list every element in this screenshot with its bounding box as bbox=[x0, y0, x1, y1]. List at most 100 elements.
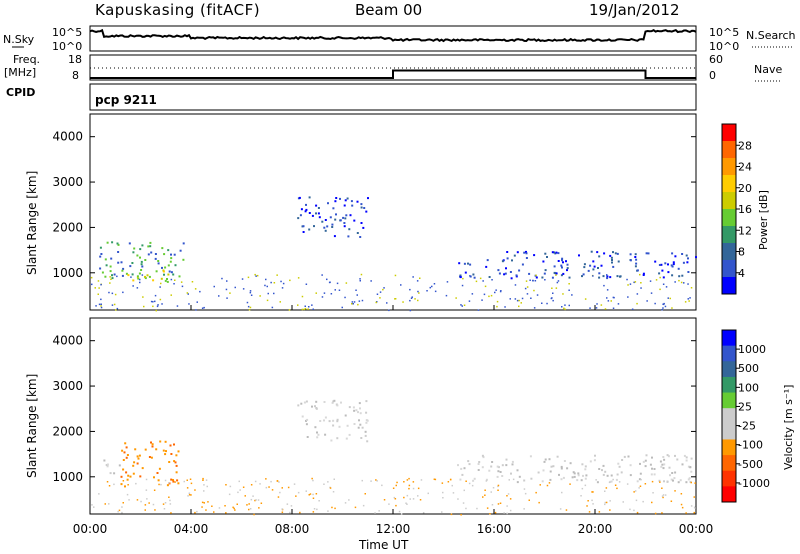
echo-point bbox=[661, 487, 663, 489]
echo-point bbox=[441, 511, 443, 513]
echo-point bbox=[433, 283, 436, 285]
echo-point bbox=[301, 295, 304, 298]
echo-point bbox=[627, 284, 629, 286]
echo-point bbox=[156, 305, 159, 308]
echo-point bbox=[106, 463, 109, 466]
echo-point bbox=[326, 225, 329, 228]
colorbar-tick-label: 16 bbox=[738, 203, 752, 216]
echo-point bbox=[523, 488, 526, 490]
echo-point bbox=[526, 293, 529, 295]
echo-point bbox=[111, 241, 114, 244]
echo-point bbox=[618, 481, 621, 483]
echo-point bbox=[568, 289, 570, 291]
echo-point bbox=[685, 481, 688, 484]
echo-point bbox=[279, 301, 281, 303]
echo-point bbox=[344, 414, 347, 417]
echo-point bbox=[646, 300, 648, 302]
echo-point bbox=[681, 274, 684, 277]
echo-point bbox=[477, 469, 480, 471]
echo-point bbox=[638, 487, 640, 489]
echo-point bbox=[659, 276, 661, 279]
echo-point bbox=[206, 485, 208, 488]
echo-point bbox=[671, 307, 673, 309]
echo-point bbox=[136, 287, 139, 289]
echo-point bbox=[109, 282, 111, 284]
echo-point bbox=[152, 305, 154, 308]
echo-point bbox=[155, 309, 157, 312]
colorbar-tick-label: 12 bbox=[738, 224, 752, 237]
echo-point bbox=[174, 279, 176, 281]
colorbar-tick-label: 1000 bbox=[738, 343, 766, 356]
echo-point bbox=[334, 218, 337, 221]
echo-point bbox=[361, 299, 364, 302]
echo-point bbox=[639, 472, 642, 475]
echo-point bbox=[140, 260, 143, 263]
colorbar-swatch bbox=[722, 345, 736, 362]
echo-point bbox=[612, 307, 615, 309]
echo-point bbox=[199, 290, 201, 293]
echo-point bbox=[376, 480, 378, 482]
echo-point bbox=[606, 275, 609, 278]
echo-point bbox=[688, 300, 690, 302]
echo-point bbox=[674, 255, 677, 258]
echo-point bbox=[662, 307, 664, 309]
echo-point bbox=[140, 500, 142, 503]
echo-point bbox=[462, 277, 464, 280]
echo-point bbox=[339, 219, 342, 222]
echo-point bbox=[583, 266, 586, 269]
echo-point bbox=[671, 274, 674, 277]
echo-point bbox=[170, 278, 173, 281]
echo-point bbox=[113, 303, 116, 306]
echo-point bbox=[479, 277, 482, 280]
echo-point bbox=[203, 484, 205, 486]
echo-point bbox=[608, 481, 611, 484]
echo-point bbox=[124, 442, 127, 445]
colorbar-swatch bbox=[722, 423, 736, 440]
echo-point bbox=[509, 271, 512, 273]
echo-point bbox=[131, 273, 134, 276]
echo-point bbox=[117, 510, 119, 513]
echo-point bbox=[344, 217, 347, 220]
echo-point bbox=[548, 458, 551, 461]
echo-point bbox=[150, 300, 153, 303]
echo-point bbox=[623, 455, 626, 458]
echo-point bbox=[379, 291, 382, 293]
echo-point bbox=[516, 481, 519, 484]
echo-point bbox=[530, 477, 533, 480]
echo-point bbox=[367, 197, 369, 200]
echo-point bbox=[343, 204, 346, 207]
echo-point bbox=[481, 466, 484, 469]
colorbar-swatch bbox=[722, 124, 736, 142]
echo-point bbox=[406, 479, 409, 481]
echo-point bbox=[170, 257, 173, 260]
echo-point bbox=[573, 472, 576, 475]
nave-tick-top: 60 bbox=[709, 53, 723, 66]
echo-point bbox=[99, 267, 102, 270]
echo-point bbox=[676, 458, 679, 461]
echo-point bbox=[477, 309, 480, 311]
colorbar-tick-label: 8 bbox=[738, 246, 745, 259]
echo-point bbox=[689, 466, 692, 469]
echo-point bbox=[352, 406, 355, 409]
echo-point bbox=[116, 242, 119, 245]
echo-point bbox=[651, 467, 653, 470]
echo-point bbox=[610, 256, 613, 259]
echo-point bbox=[116, 275, 118, 278]
x-axis-label: Time UT bbox=[358, 538, 409, 552]
power-ylabel: Slant Range [km] bbox=[25, 171, 39, 275]
freq-tick-top: 18 bbox=[68, 53, 82, 66]
echo-point bbox=[626, 278, 628, 281]
echo-point bbox=[511, 460, 514, 463]
echo-point bbox=[144, 275, 146, 278]
echo-point bbox=[484, 285, 487, 288]
velocity-cbar-label: Velocity [m s⁻¹] bbox=[782, 385, 795, 470]
echo-point bbox=[250, 484, 253, 486]
echo-point bbox=[669, 474, 671, 477]
echo-point bbox=[203, 306, 205, 309]
echo-point bbox=[457, 464, 459, 467]
colorbar-swatch bbox=[722, 486, 736, 503]
power-cbar-label: Power [dB] bbox=[757, 190, 770, 250]
echo-point bbox=[569, 462, 572, 465]
echo-point bbox=[271, 306, 274, 309]
echo-point bbox=[177, 450, 180, 453]
